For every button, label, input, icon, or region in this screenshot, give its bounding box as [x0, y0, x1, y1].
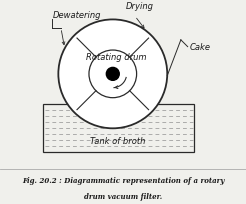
- Circle shape: [58, 20, 167, 129]
- Circle shape: [106, 68, 119, 81]
- Text: drum vacuum filter.: drum vacuum filter.: [84, 192, 162, 200]
- Text: Rotating drum: Rotating drum: [86, 53, 146, 62]
- Text: Dewatering: Dewatering: [53, 11, 102, 20]
- Text: Cake: Cake: [189, 43, 210, 52]
- Text: Tank of broth: Tank of broth: [90, 136, 146, 145]
- Text: Fig. 20.2 : Diagrammatic representation of a rotary: Fig. 20.2 : Diagrammatic representation …: [22, 176, 224, 184]
- Text: Drying: Drying: [126, 2, 154, 11]
